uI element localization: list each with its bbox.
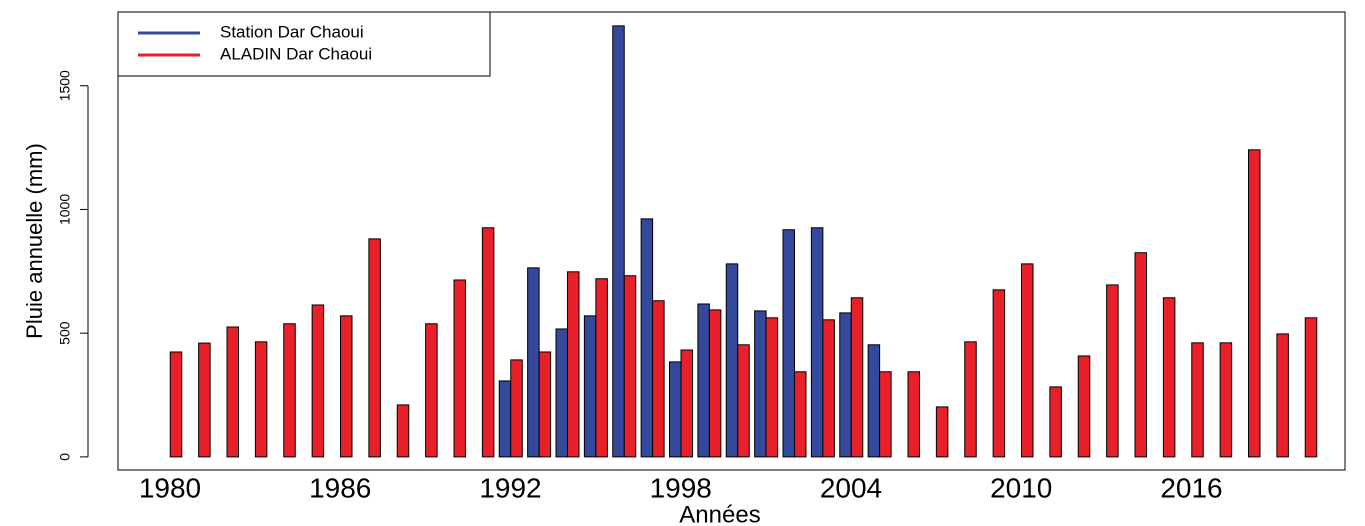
bar (839, 312, 852, 458)
bar (555, 328, 568, 458)
y-tick-label: 1500 (57, 70, 73, 101)
bar (169, 351, 183, 458)
legend-box (117, 11, 491, 77)
bar (368, 238, 381, 458)
bar (697, 303, 710, 458)
bar (907, 371, 920, 458)
bar (527, 267, 540, 458)
legend-label: ALADIN Dar Chaoui (220, 44, 372, 63)
bar (1191, 342, 1204, 458)
bar (254, 341, 268, 458)
bar (1049, 386, 1062, 458)
y-tick-label: 0 (57, 453, 73, 461)
bar (498, 380, 512, 458)
bar (595, 278, 608, 458)
x-tick-label: 1986 (309, 472, 371, 503)
x-tick-label: 1980 (139, 472, 201, 503)
bar (754, 310, 767, 458)
bar (680, 349, 693, 458)
bar (1134, 252, 1147, 458)
bar (794, 371, 807, 458)
bar (510, 359, 523, 458)
bar (1077, 355, 1091, 458)
bar (737, 344, 750, 458)
bar (725, 263, 739, 458)
bar (396, 404, 410, 458)
x-tick-label: 2016 (1160, 472, 1222, 503)
bar (1276, 333, 1289, 458)
plot-frame (117, 11, 1346, 471)
bar (935, 406, 949, 458)
bar (1219, 342, 1233, 458)
bar (481, 227, 495, 458)
bar (992, 289, 1006, 458)
x-axis-title: Années (679, 501, 760, 526)
bar (964, 341, 977, 458)
bar (822, 319, 835, 458)
bar (1162, 297, 1176, 458)
bar (810, 227, 824, 458)
bar (652, 300, 665, 458)
bar (311, 304, 325, 458)
bar (623, 275, 637, 458)
bar (1021, 263, 1034, 458)
bar (1248, 149, 1261, 458)
bar (782, 229, 795, 458)
bar (708, 309, 722, 458)
bar (198, 342, 211, 458)
bar (612, 25, 625, 458)
bar (879, 371, 892, 458)
x-tick-label: 2004 (820, 472, 882, 503)
bar (850, 297, 864, 458)
bar (567, 271, 580, 458)
y-axis-title: Pluie annuelle (mm) (22, 143, 47, 339)
y-tick-label: 1000 (57, 194, 73, 225)
bar (640, 218, 654, 458)
x-tick-label: 2010 (990, 472, 1052, 503)
bar (538, 351, 552, 458)
bar (1106, 284, 1119, 458)
bar (283, 323, 296, 458)
x-tick-label: 1992 (479, 472, 541, 503)
bar (583, 315, 597, 458)
bar (1304, 317, 1318, 458)
bar (669, 361, 682, 458)
bar (453, 279, 466, 458)
legend-label: Station Dar Chaoui (220, 22, 364, 41)
y-tick-label: 500 (57, 321, 73, 345)
x-tick-label: 1998 (650, 472, 712, 503)
bar (425, 323, 438, 458)
bar (340, 315, 353, 458)
bar (867, 344, 881, 458)
bar (226, 326, 239, 458)
bar (765, 317, 779, 458)
